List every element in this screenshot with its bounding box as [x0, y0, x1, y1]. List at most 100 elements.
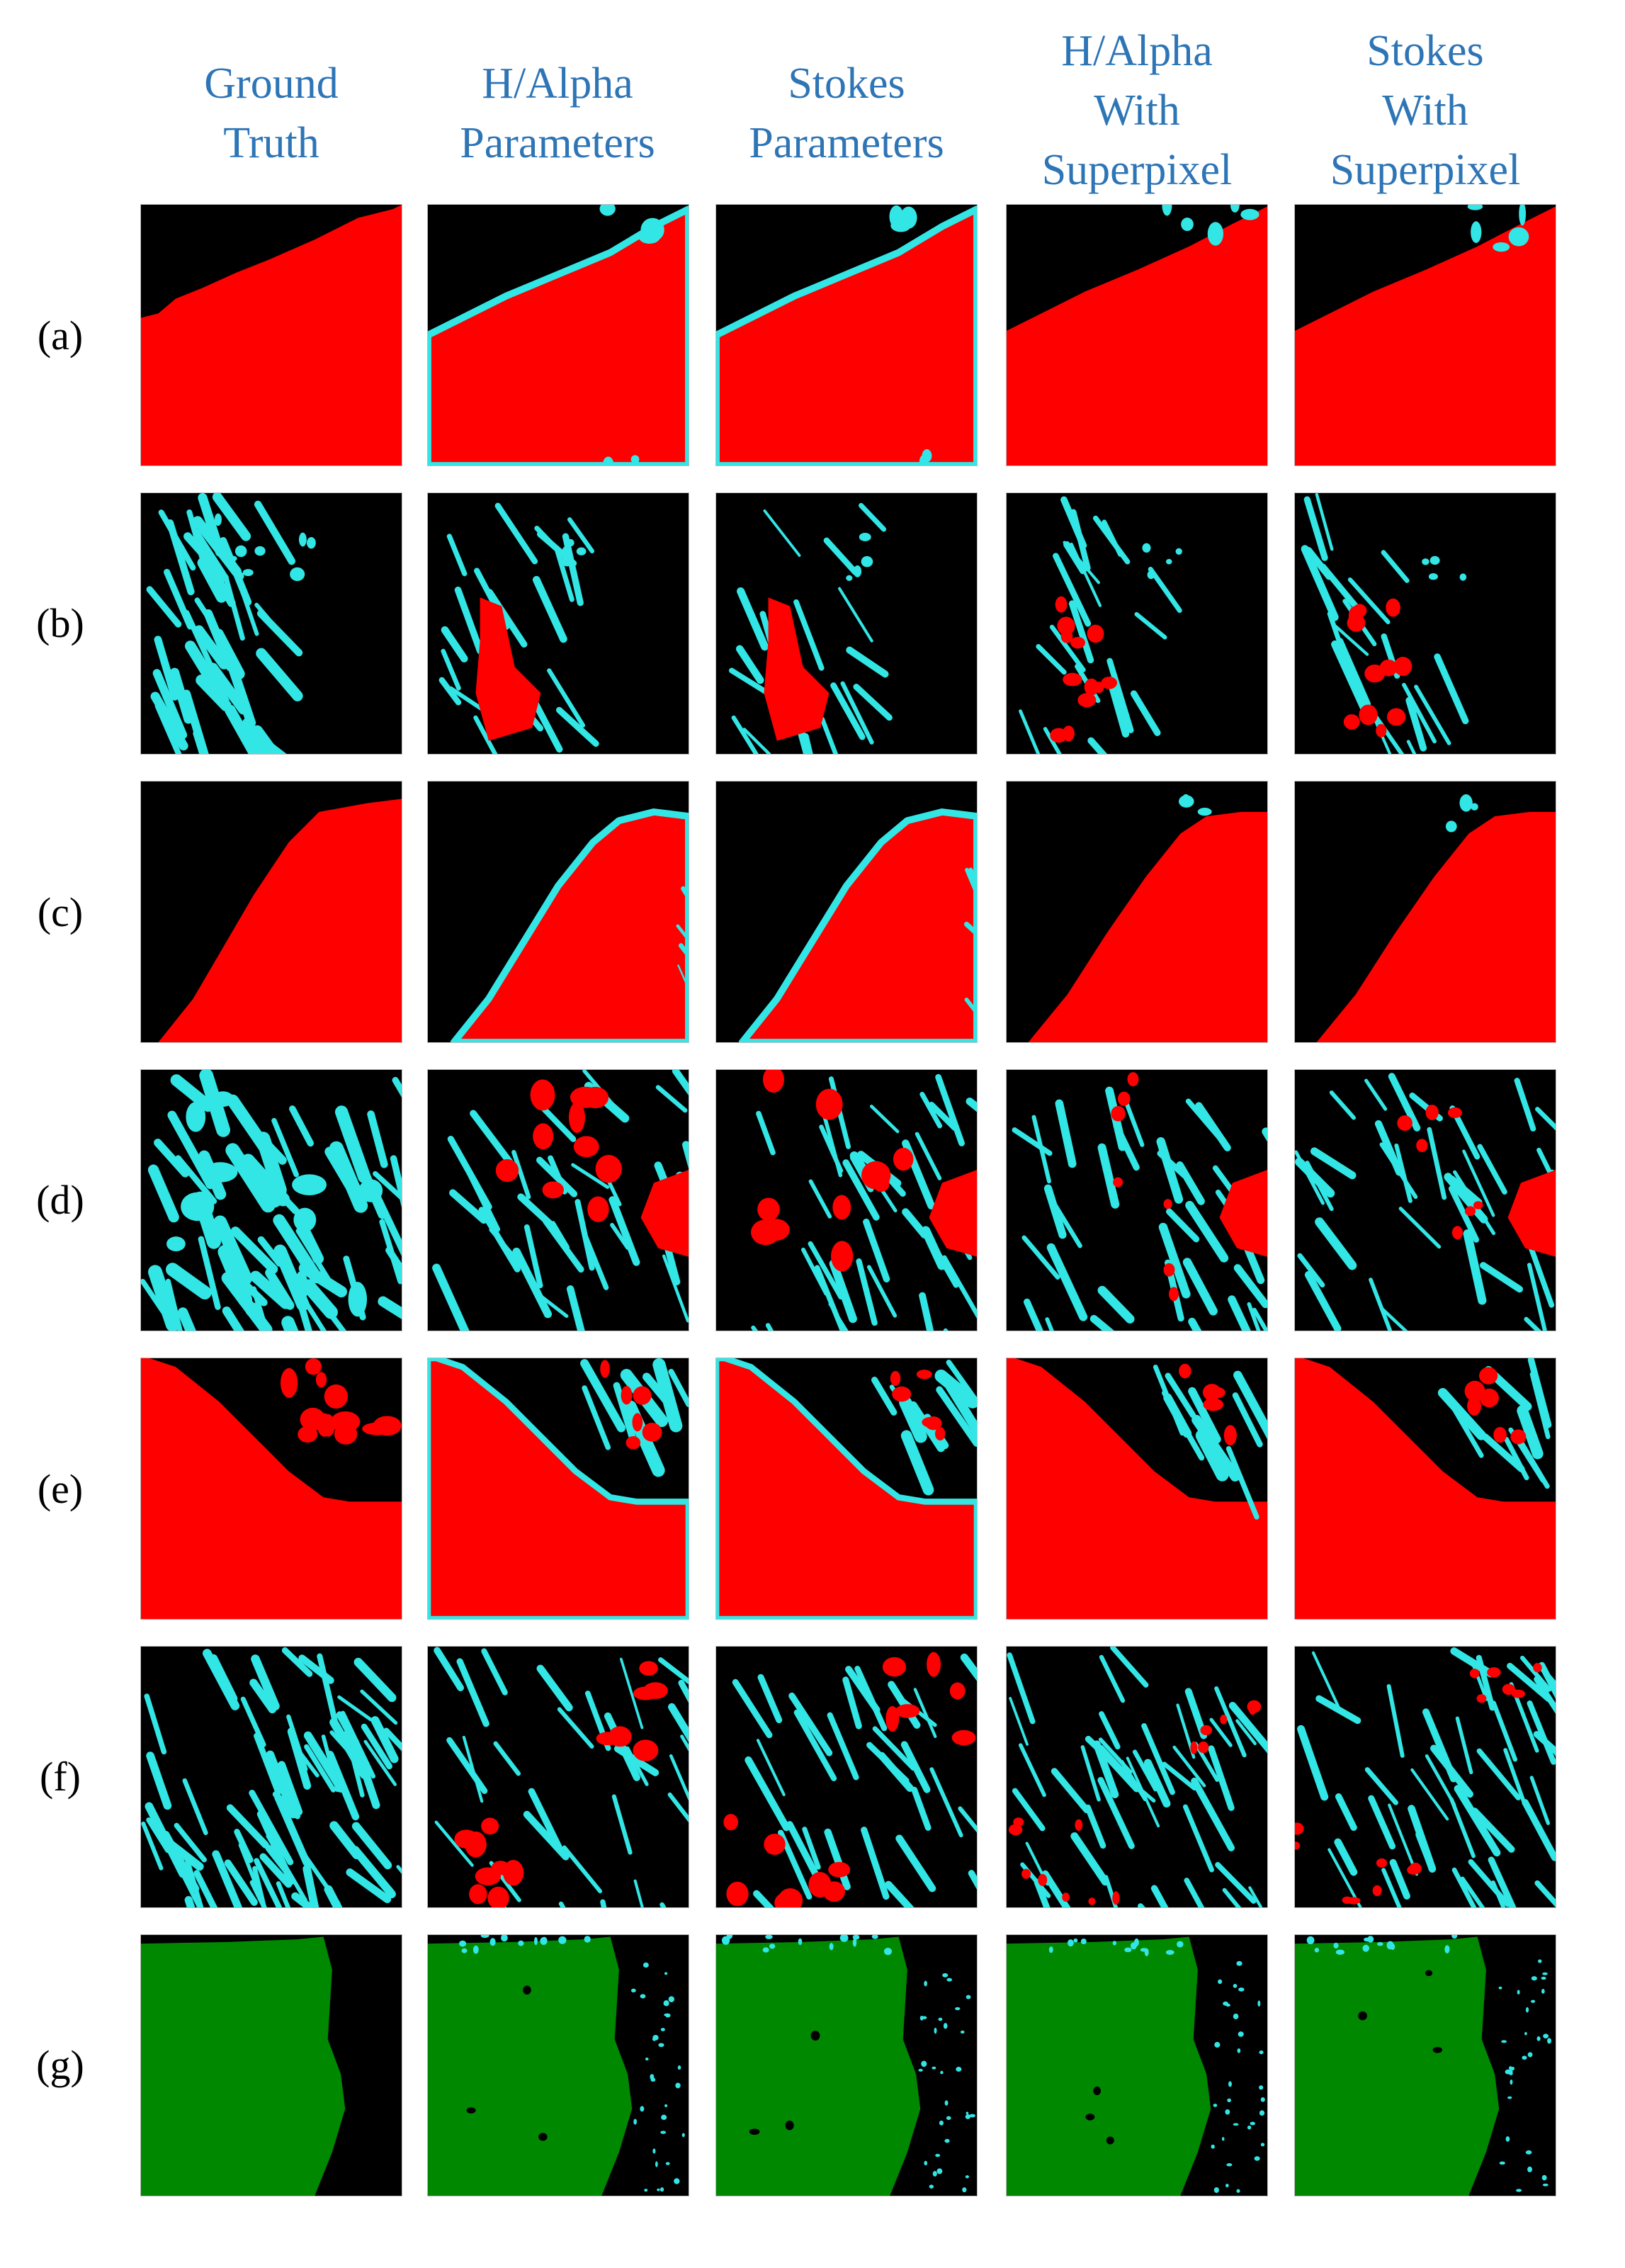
ice-fragment [1165, 558, 1172, 565]
ice-speck [660, 2131, 667, 2134]
ice-speck [938, 2017, 943, 2021]
ice-streak [1048, 1195, 1082, 1248]
ice-streak [254, 1732, 281, 1795]
ice-speck [939, 2120, 944, 2126]
ice-streak [1305, 546, 1333, 580]
ice-streak [1232, 1392, 1263, 1448]
ice-streak [553, 545, 574, 602]
ice-streak [633, 1879, 644, 1907]
ice-speck [1213, 2187, 1219, 2194]
ice-streak [735, 645, 764, 684]
ice-streak [1024, 1298, 1043, 1331]
misclass-region [1169, 1287, 1179, 1302]
ice-streak [351, 1737, 380, 1810]
ice-speck [1525, 2150, 1532, 2155]
misclass-region [1063, 672, 1082, 687]
ice-streak [756, 1739, 786, 1797]
ice-speck [1048, 1946, 1053, 1953]
ice-speck [1517, 1990, 1520, 1995]
ice-streak [1123, 1774, 1156, 1803]
ice-streak [370, 1716, 399, 1764]
ice-streak [580, 1359, 626, 1433]
ice-streak [1364, 1078, 1388, 1111]
misclass-region [1077, 693, 1097, 708]
misclass-region [491, 1861, 510, 1875]
ice-streak [148, 1265, 180, 1331]
misclass-region [1070, 636, 1086, 649]
ice-streak [1087, 737, 1107, 754]
ice-streak [212, 493, 251, 541]
ice-speck [1226, 2163, 1233, 2167]
ice-fragment [567, 538, 574, 547]
ice-streak [441, 648, 461, 691]
edge-fragment [1207, 222, 1224, 246]
ice-streak [150, 692, 188, 751]
ice-streak [1228, 1702, 1267, 1754]
ice-speck [852, 1938, 857, 1947]
ice-speck [640, 2106, 645, 2112]
ice-streak [1172, 1745, 1206, 1788]
ice-streak [226, 1094, 274, 1158]
ice-speck [1237, 2048, 1241, 2053]
misclass-region [1057, 616, 1075, 636]
ice-streak [1451, 1867, 1477, 1907]
ice-streak [1527, 1358, 1552, 1428]
ice-streak [183, 1852, 204, 1907]
ice-speck [681, 2133, 685, 2138]
ice-streak [611, 1794, 633, 1855]
misclass-region [632, 1413, 643, 1432]
ice-streak [1533, 1731, 1556, 1756]
ice-streak [1427, 1127, 1447, 1200]
edge-fragment [1467, 205, 1483, 210]
ice-streak [289, 1105, 315, 1147]
ice-streak [1527, 1700, 1556, 1765]
ice-streak [1225, 1446, 1259, 1520]
ice-speck [1364, 1937, 1371, 1942]
ice-streak [1222, 1888, 1242, 1907]
ice-streak [363, 1739, 397, 1786]
misclass-region [1220, 1715, 1228, 1725]
ice-streak [274, 1793, 311, 1867]
water-fragment [300, 1407, 326, 1431]
ice-streak [196, 675, 232, 711]
ice-speck [630, 1988, 636, 1993]
ice-streak [256, 609, 303, 657]
ice-speck [541, 1936, 547, 1943]
ice-speck [1531, 1999, 1536, 2003]
edge-fragment [1471, 803, 1478, 811]
ice-fragment [1422, 558, 1429, 565]
ice-speck [936, 2168, 943, 2174]
misclass-region [633, 1739, 659, 1761]
ice-streak [820, 716, 839, 754]
ice-streak [224, 1859, 258, 1906]
ice-streak [174, 1822, 207, 1863]
misclass-region [1200, 1725, 1213, 1736]
ice-streak [1070, 509, 1091, 571]
ice-streak [1021, 1235, 1060, 1280]
ice-streak [667, 1792, 689, 1822]
ice-streak [1480, 1262, 1524, 1293]
ice-streak [146, 586, 182, 628]
water-region [158, 799, 402, 1042]
ice-streak [223, 574, 245, 641]
ice-speck [1509, 2066, 1512, 2070]
ice-speck [921, 2060, 927, 2067]
ice-streak [1034, 1878, 1051, 1907]
ice-streak [259, 1853, 293, 1888]
ice-speck [1165, 1950, 1174, 1955]
land-region [141, 1936, 346, 2196]
ice-streak [960, 1653, 977, 1681]
row-label-g: (g) [36, 2042, 84, 2088]
ice-streak [1303, 496, 1328, 561]
ice-streak [968, 1870, 977, 1890]
ice-streak [1191, 1777, 1235, 1851]
misclass-region [1473, 1201, 1483, 1209]
water-fragment [305, 1358, 322, 1375]
ice-fragment [562, 546, 569, 559]
water-region [738, 808, 977, 1042]
ice-streak [1527, 1240, 1555, 1308]
ice-speck [1228, 2081, 1232, 2087]
segmentation-map-d-4 [1006, 1069, 1268, 1331]
hole [749, 2128, 760, 2136]
land-region [1295, 1936, 1500, 2196]
